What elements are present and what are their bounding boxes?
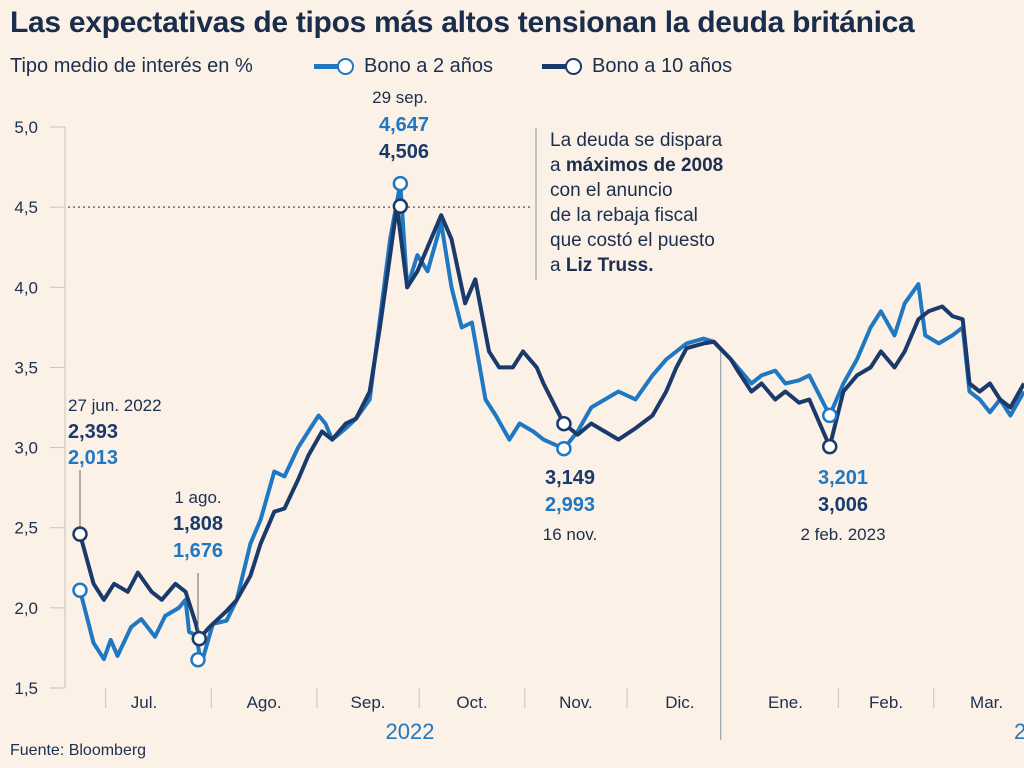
y-tick-label: 3,0 xyxy=(14,439,38,458)
legend-swatch-bono-10 xyxy=(542,58,582,75)
y-tick-label: 3,5 xyxy=(14,358,38,377)
marker-bono2-nov xyxy=(556,440,572,457)
note-line-4: de la rebaja fiscal xyxy=(550,205,698,226)
chart-title: Las expectativas de tipos más altos tens… xyxy=(10,6,915,39)
annotation-value2-feb: 3,201 xyxy=(818,467,868,489)
annotation-value10-ago: 1,808 xyxy=(173,513,223,535)
series-line-bono-10 xyxy=(78,204,1024,641)
marker-bono2-ago xyxy=(190,652,206,668)
annotation-value2-nov: 2,993 xyxy=(545,494,595,516)
annotation-date-sep: 29 sep. xyxy=(372,88,428,107)
note-line-2: a máximos de 2008 xyxy=(550,155,723,176)
x-tick-label: Feb. xyxy=(869,693,903,712)
marker-bono10-feb xyxy=(821,438,838,455)
y-tick-label: 2,5 xyxy=(14,519,38,538)
year-label-2022: 2022 xyxy=(386,719,435,744)
annotation-date-ago: 1 ago. xyxy=(174,488,221,507)
annotation-date-jun: 27 jun. 2022 xyxy=(68,396,162,415)
annotation-value2-jun: 2,013 xyxy=(68,447,118,469)
y-tick-label: 5,0 xyxy=(14,118,38,137)
y-tick-label: 2,0 xyxy=(14,599,38,618)
y-tick-label: 4,0 xyxy=(14,278,38,297)
x-tick-label: Jul. xyxy=(131,693,157,712)
annotation-date-feb: 2 feb. 2023 xyxy=(800,525,885,544)
annotation-date-nov: 16 nov. xyxy=(543,525,598,544)
legend-label-bono-10: Bono a 10 años xyxy=(592,55,733,77)
x-tick-label: Ago. xyxy=(247,693,282,712)
x-tick-label: Mar. xyxy=(970,693,1003,712)
note-line-3: con el anuncio xyxy=(550,180,673,201)
annotation-value10-jun: 2,393 xyxy=(68,421,118,443)
legend-swatch-bono-2 xyxy=(314,58,354,75)
y-tick-label: 1,5 xyxy=(14,679,38,698)
marker-bono10-jun xyxy=(72,526,88,542)
y-tick-label: 4,5 xyxy=(14,198,38,217)
legend-item-bono-2: Bono a 2 años xyxy=(314,55,493,78)
annotation-value2-ago: 1,676 xyxy=(173,540,223,562)
marker-bono10-nov xyxy=(556,415,572,432)
year-label-2023: 2 xyxy=(1014,719,1024,744)
x-tick-label: Oct. xyxy=(456,693,487,712)
source-note: Fuente: Bloomberg xyxy=(10,742,147,759)
x-tick-label: Sep. xyxy=(351,693,386,712)
marker-bono10-sep xyxy=(392,198,409,214)
marker-bono2-jun xyxy=(72,582,88,598)
x-tick-label: Nov. xyxy=(559,693,593,712)
annotation-value10-sep: 4,506 xyxy=(379,141,429,163)
legend-label-bono-2: Bono a 2 años xyxy=(364,55,493,77)
legend-item-bono-10: Bono a 10 años xyxy=(542,55,732,78)
note-line-5: que costó el puesto xyxy=(550,230,715,251)
y-axis-label: Tipo medio de interés en % xyxy=(10,55,253,77)
annotation-value10-feb: 3,006 xyxy=(818,494,868,516)
annotation-value2-sep: 4,647 xyxy=(379,114,429,136)
annotation-value10-nov: 3,149 xyxy=(545,467,595,489)
x-tick-label: Dic. xyxy=(665,693,694,712)
x-tick-label: Ene. xyxy=(768,693,803,712)
note-line-1: La deuda se dispara xyxy=(550,130,723,151)
marker-bono2-feb xyxy=(821,407,838,424)
note-line-6: a Liz Truss. xyxy=(550,255,654,276)
marker-bono2-sep xyxy=(392,175,409,192)
marker-bono10-ago xyxy=(191,630,208,647)
